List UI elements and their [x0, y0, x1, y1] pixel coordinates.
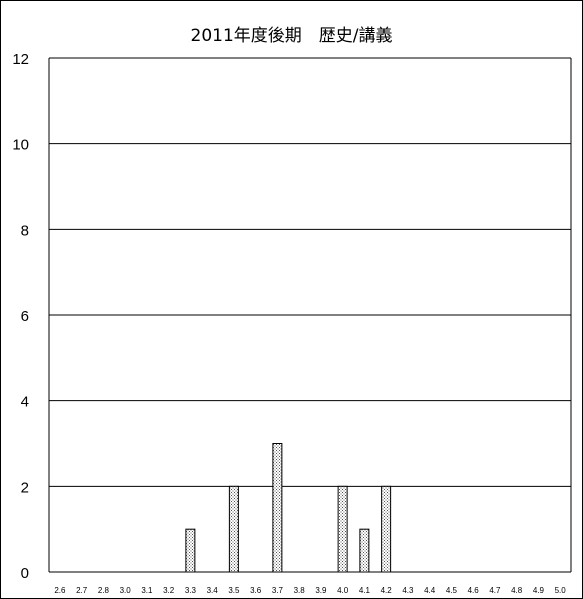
- x-tick-label: 4.2: [381, 586, 393, 595]
- x-tick-label: 4.1: [359, 586, 371, 595]
- x-tick-label: 3.1: [141, 586, 153, 595]
- y-tick-label: 10: [12, 137, 29, 154]
- y-tick-label: 0: [21, 565, 29, 582]
- x-tick-label: 3.2: [163, 586, 175, 595]
- x-tick-label: 5.0: [555, 586, 567, 595]
- x-tick-label: 3.7: [272, 586, 284, 595]
- bar: [272, 443, 283, 573]
- y-tick-label: 4: [21, 394, 29, 411]
- y-tick-label: 2: [21, 479, 29, 496]
- x-tick-label: 3.0: [120, 586, 132, 595]
- x-tick-label: 2.8: [98, 586, 110, 595]
- y-tick-label: 12: [12, 51, 29, 68]
- y-tick-label: 8: [21, 222, 29, 239]
- x-tick-label: 4.8: [511, 586, 523, 595]
- x-tick-label: 2.6: [54, 586, 66, 595]
- gridlines: [49, 57, 571, 487]
- y-tick-labels: 0 2 4 6 8 10 12: [12, 51, 29, 582]
- x-tick-labels: 2.6 2.7 2.8 3.0 3.1 3.2 3.3 3.4 3.5 3.6 3.7 3.8 3.9 4…: [54, 586, 566, 595]
- bars: [185, 443, 392, 573]
- x-tick-label: 3.4: [207, 586, 219, 595]
- chart-title: 2011年度後期 歴史/講義: [190, 26, 393, 46]
- x-tick-label: 3.8: [294, 586, 306, 595]
- x-tick-label: 4.7: [489, 586, 501, 595]
- x-tick-label: 4.6: [468, 586, 480, 595]
- y-tick-label: 6: [21, 308, 29, 325]
- x-tick-label: 3.3: [185, 586, 197, 595]
- x-tick-label: 4.4: [424, 586, 436, 595]
- bar: [359, 528, 370, 573]
- x-tick-label: 3.5: [228, 586, 240, 595]
- x-tick-label: 2.7: [76, 586, 88, 595]
- x-tick-label: 4.5: [446, 586, 458, 595]
- x-tick-label: 3.6: [250, 586, 262, 595]
- axes: [48, 57, 572, 573]
- bar: [337, 485, 348, 573]
- bar: [185, 528, 196, 573]
- bar: [381, 485, 392, 573]
- x-tick-label: 4.3: [402, 586, 414, 595]
- bar: [228, 485, 239, 573]
- x-tick-label: 4.9: [533, 586, 545, 595]
- x-tick-label: 4.0: [337, 586, 349, 595]
- x-tick-label: 3.9: [315, 586, 327, 595]
